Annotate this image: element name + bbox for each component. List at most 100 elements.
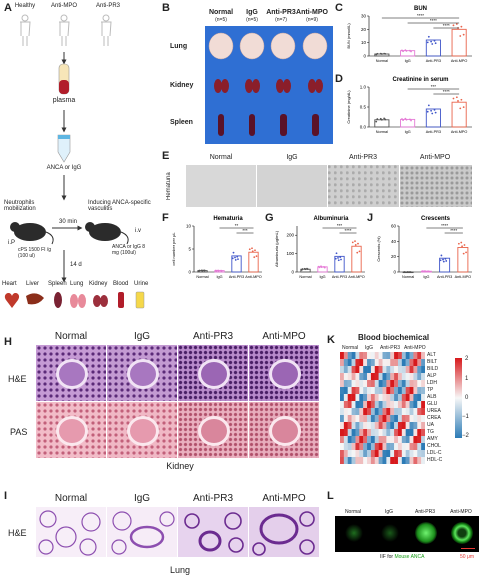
heatmap-cell: [378, 394, 383, 402]
heatmap-cell: [374, 429, 379, 437]
heatmap-cell: [347, 422, 352, 430]
heatmap-cell: [355, 401, 360, 409]
heatmap-cell: [363, 387, 368, 395]
heatmap-cell: [355, 422, 360, 430]
chart-ylabel: BUN (mmol/L): [346, 23, 351, 49]
data-point: [323, 266, 326, 269]
x-tick-label: Anti-MPO: [245, 275, 262, 279]
heatmap-cell: [413, 415, 418, 423]
heatmap-cell: [382, 380, 387, 388]
heatmap-cell: [390, 373, 395, 381]
glomerulus: [269, 359, 301, 389]
y-tick-label: 0: [188, 270, 191, 275]
y-tick-label: 10: [186, 224, 192, 229]
data-point: [335, 252, 338, 255]
k-scale-2: 2: [465, 356, 469, 362]
b-col-normal-n: (n=5): [215, 17, 227, 23]
k-row-label: LDL-C: [427, 450, 442, 456]
heatmap-cell: [413, 359, 418, 367]
heatmap-cell: [340, 450, 345, 458]
days-label: 14 d: [70, 262, 82, 268]
heatmap-cell: [374, 359, 379, 367]
heatmap-cell: [343, 366, 348, 374]
k-row-label: GLU: [427, 401, 438, 407]
data-point: [215, 269, 218, 272]
data-point: [358, 250, 361, 253]
data-point: [253, 256, 256, 259]
heatmap-cell: [370, 359, 375, 367]
heatmap-cell: [386, 401, 391, 409]
heatmap-cell: [394, 352, 399, 360]
heatmap-cell: [351, 408, 356, 416]
heatmap-cell: [347, 429, 352, 437]
heatmap-cell: [378, 429, 383, 437]
heatmap-cell: [390, 394, 395, 402]
heatmap-cell: [401, 422, 406, 430]
data-point: [234, 256, 236, 259]
chart-svg-c: BUN BUN (mmol/L) 0 10 20 30 Normal IgG Anti-PR3 A…: [346, 6, 472, 63]
chart-axes: [368, 16, 472, 57]
heatmap-cell: [382, 429, 387, 437]
heatmap-cell: [355, 450, 360, 458]
heatmap-cell: [343, 380, 348, 388]
x-tick-label: IgG: [319, 275, 325, 279]
data-point: [460, 98, 463, 101]
h-he-igg: [107, 345, 177, 401]
heatmap-cell: [367, 373, 372, 381]
heatmap-cell: [421, 436, 425, 444]
heatmap-cell: [409, 429, 414, 437]
heatmap-cell: [343, 450, 348, 458]
l-col-anti-mpo: Anti-MPO: [450, 509, 472, 515]
l-col-normal: Normal: [344, 509, 362, 515]
data-point: [402, 50, 404, 53]
heatmap-cell: [343, 352, 348, 360]
data-point: [351, 241, 354, 244]
data-point: [383, 117, 386, 120]
data-point: [201, 269, 204, 272]
heatmap-cell: [351, 359, 356, 367]
heatmap-cell: [397, 450, 403, 458]
group-label-anti-pr3: Anti-PR3: [95, 3, 120, 9]
heatmap-cell: [378, 408, 383, 416]
heatmap-cell: [347, 394, 352, 402]
heatmap-cell: [401, 394, 406, 402]
heatmap-cell: [374, 366, 379, 374]
k-row-label: BILT: [427, 359, 438, 365]
heatmap-cell: [340, 394, 345, 402]
glomerulus: [198, 359, 230, 389]
iv-label: i.v: [135, 228, 141, 234]
heatmap-cell: [421, 450, 425, 458]
k-row-label: LDH: [427, 380, 438, 386]
l-cell-anti-mpo: [451, 522, 473, 544]
heatmap-cell: [374, 443, 379, 451]
heatmap-cell: [390, 415, 395, 423]
chart-ylabel: Creatinine (mg/dL): [346, 90, 351, 124]
heatmap-cell: [397, 429, 403, 437]
heatmap-cell: [363, 443, 368, 451]
organ-icons: [4, 291, 145, 309]
x-tick-label: Anti-MPO: [451, 130, 468, 134]
heatmap-cell: [347, 401, 352, 409]
heatmap-cell: [394, 436, 399, 444]
heatmap-cell: [394, 380, 399, 388]
heatmap-cell: [382, 359, 387, 367]
heatmap-cell: [394, 401, 399, 409]
panel-label-c: C: [335, 2, 343, 14]
heatmap-cell: [382, 443, 387, 451]
k-row-label: UA: [427, 422, 434, 428]
organ-label-blood: Blood: [113, 281, 129, 287]
heatmap-cell: [401, 380, 406, 388]
h-pas-normal: [36, 402, 106, 458]
heatmap-cell: [343, 443, 348, 451]
chart-title: BUN: [414, 6, 427, 12]
x-tick-label: Anti-PR3: [426, 130, 441, 134]
h-he-normal: [36, 345, 106, 401]
y-tick-label: 60: [391, 224, 397, 229]
heatmap-cell: [367, 359, 372, 367]
anca-label: ANCA or IgG: [46, 165, 82, 171]
heatmap-cell: [386, 380, 391, 388]
bar-igg: [400, 50, 416, 57]
heatmap-cell: [355, 359, 360, 367]
heatmap-cell: [340, 457, 345, 464]
k-heatmap: [340, 352, 425, 464]
